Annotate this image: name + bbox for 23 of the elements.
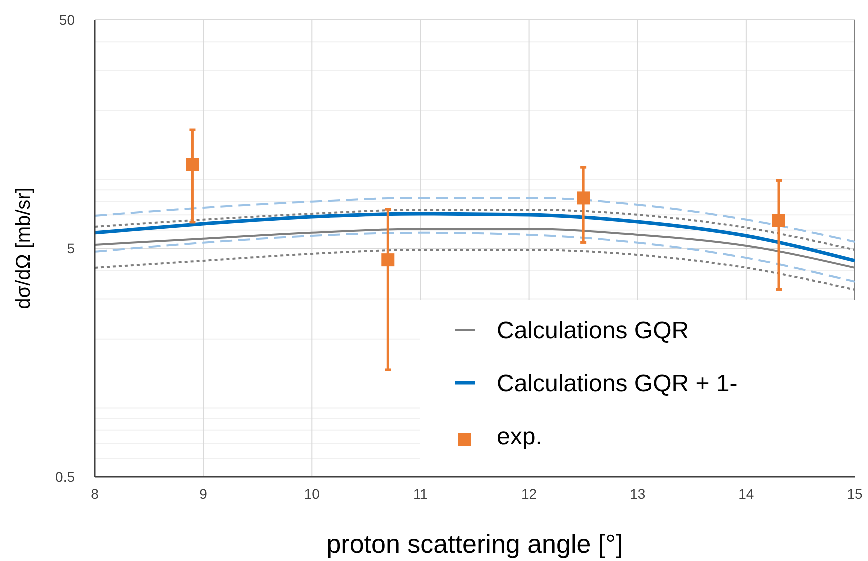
point xyxy=(186,158,200,172)
point xyxy=(577,192,590,205)
x-tick-label: 12 xyxy=(521,486,538,502)
x-tick-label: 9 xyxy=(200,486,208,502)
x-tick-label: 11 xyxy=(413,486,428,502)
x-tick-label: 14 xyxy=(738,486,754,502)
legend-label: exp. xyxy=(497,423,542,450)
line-series xyxy=(93,212,857,263)
legend-label: Calculations GQR + 1- xyxy=(497,370,738,398)
x-tick-label: 13 xyxy=(630,486,646,502)
x-tick-label: 15 xyxy=(847,486,863,502)
x-axis-title: proton scattering angle [°] xyxy=(326,529,624,559)
point xyxy=(772,214,786,228)
y-tick-label: 50 xyxy=(59,12,76,28)
y-tick-label: 5 xyxy=(67,240,76,256)
line-series xyxy=(94,232,856,283)
line-series xyxy=(94,196,856,243)
y-tick-label: 0.5 xyxy=(56,468,76,485)
x-tick-label: 10 xyxy=(304,486,320,502)
y-axis-title: dσ/dΩ [mb/sr] xyxy=(13,188,35,310)
legend-label: Calculations GQR xyxy=(497,317,690,344)
point xyxy=(382,254,395,267)
x-tick-label: 8 xyxy=(91,486,100,502)
